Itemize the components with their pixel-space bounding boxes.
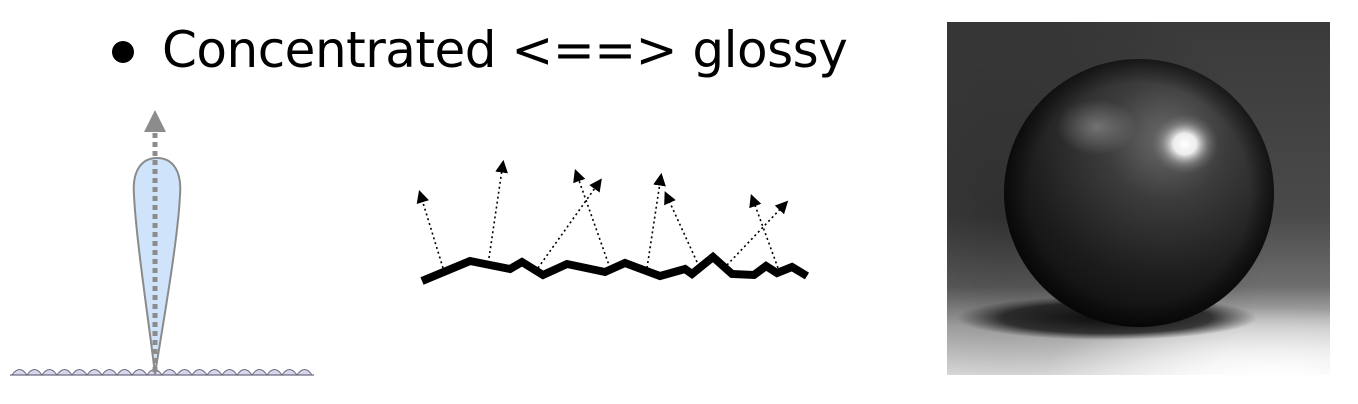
bullet-item: Concentrated <==> glossy (112, 14, 848, 86)
sphere-render-image (947, 22, 1330, 375)
scattered-reflection-arrows (416, 159, 789, 269)
rough-surface-diagram (416, 159, 810, 285)
rough-surface-profile (420, 251, 810, 285)
bullet-text: Concentrated <==> glossy (162, 21, 848, 79)
surface-bumps (10, 369, 314, 386)
specular-highlight (1152, 114, 1218, 174)
glossy-lobe-diagram (10, 110, 314, 386)
arrow-head-icon (144, 110, 166, 132)
glossy-sphere-render (947, 22, 1330, 375)
bullet-dot-icon (112, 41, 134, 63)
reflection-lobe (132, 156, 182, 375)
